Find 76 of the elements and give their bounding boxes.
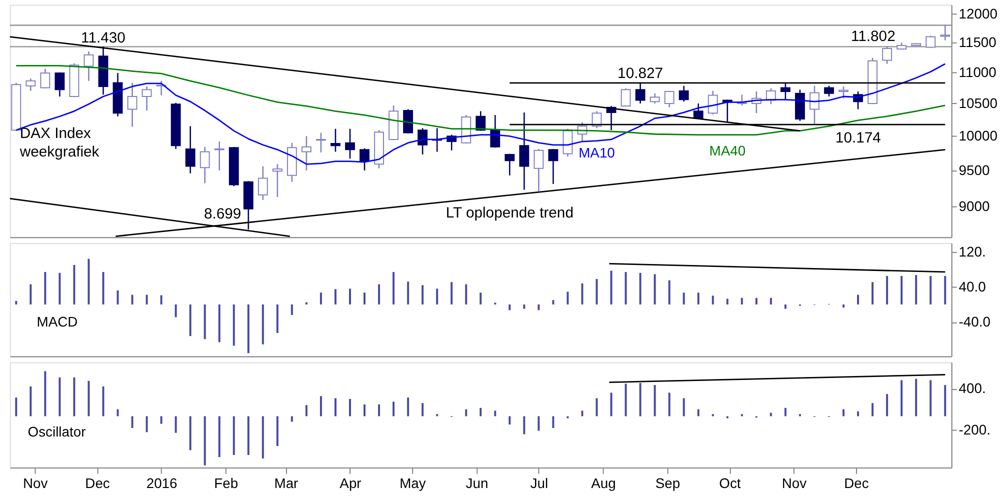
candlestick (490, 114, 500, 148)
candlestick (345, 128, 355, 160)
candlestick (418, 128, 428, 156)
annotation: 11.430 (81, 30, 126, 47)
candlestick (780, 82, 790, 101)
x-tick-label: Dec (85, 474, 110, 491)
candlestick (650, 92, 660, 104)
x-tick-label: Apr (340, 474, 362, 491)
candlestick (620, 88, 631, 108)
series-label: MA10 (578, 144, 616, 161)
candlestick (40, 68, 50, 89)
x-tick-label: Aug (591, 474, 616, 491)
y-tick-label: -40.0 (958, 313, 991, 330)
candlestick (476, 110, 486, 132)
annotation: 11.802 (850, 29, 896, 46)
y-tick-label: 9500 (958, 162, 990, 178)
candlestick (127, 82, 138, 128)
y-tick-label: 11500 (958, 34, 997, 50)
y-tick-label: 120. (958, 243, 986, 260)
candlestick (824, 85, 834, 98)
candlestick (534, 148, 544, 192)
candlestick (316, 132, 326, 154)
y-tick-label: 400. (958, 380, 986, 396)
text: Oscillator (28, 424, 86, 440)
candlestick (678, 85, 689, 102)
candlestick (258, 166, 268, 201)
annotation: 8.699 (204, 206, 242, 222)
candlestick (810, 85, 820, 126)
candlestick (838, 86, 848, 100)
x-tick-label: Mar (274, 474, 299, 491)
candlestick (708, 90, 718, 116)
candlestick (360, 148, 370, 172)
candlestick (142, 86, 152, 112)
candlestick (940, 24, 950, 41)
x-tick-label: Nov (782, 474, 807, 491)
candlestick (330, 128, 340, 152)
y-tick-label: 40.0 (958, 278, 986, 294)
annotation: 10.827 (618, 66, 664, 82)
candlestick (693, 102, 704, 119)
y-tick-label: 9000 (958, 198, 990, 214)
x-tick-label: Jul (530, 474, 548, 491)
x-tick-label: Nov (22, 474, 48, 491)
x-tick-label: May (400, 474, 426, 491)
annotation: LT oplopende trend (446, 206, 574, 222)
x-tick-label: Jun (466, 474, 488, 491)
y-tick-label: 11000 (958, 64, 997, 80)
candlestick (664, 90, 674, 108)
x-tick-label: Sep (655, 474, 680, 491)
candlestick (272, 164, 282, 198)
candlestick (635, 82, 646, 104)
candlestick (54, 72, 65, 98)
y-tick-label: -200. (958, 422, 990, 438)
x-tick-label: 2016 (146, 474, 178, 491)
candlestick (548, 148, 558, 185)
x-tick-label: Feb (214, 474, 238, 491)
y-tick-label: 12000 (958, 6, 998, 22)
candlestick (301, 135, 312, 172)
candlestick (504, 153, 515, 176)
annotation: 10.174 (835, 130, 881, 146)
x-tick-label: Oct (719, 474, 741, 491)
candlestick (403, 108, 414, 134)
candlestick (200, 146, 210, 184)
candlestick (84, 50, 94, 82)
y-tick-label: 10000 (958, 128, 998, 144)
candlestick (214, 140, 224, 172)
y-tick-label: 10500 (958, 94, 998, 111)
line-series (15, 63, 946, 165)
text: MACD (36, 313, 78, 330)
candlestick (519, 112, 530, 190)
series-label: MA40 (709, 142, 746, 159)
candlestick (185, 126, 196, 174)
candlestick (926, 35, 936, 48)
annotation: DAX Index weekgrafiek (18, 126, 100, 161)
candlestick (882, 45, 892, 65)
x-tick-label: Dec (844, 474, 869, 491)
candlestick (26, 78, 36, 92)
